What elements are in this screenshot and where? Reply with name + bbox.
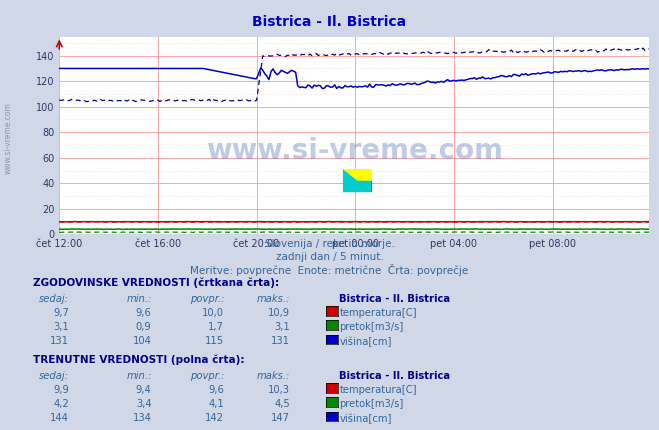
Text: Bistrica - Il. Bistrica: Bistrica - Il. Bistrica [252,15,407,29]
Text: 0,9: 0,9 [136,322,152,332]
Text: 4,1: 4,1 [208,399,224,409]
Text: zadnji dan / 5 minut.: zadnji dan / 5 minut. [275,252,384,261]
Text: Bistrica - Il. Bistrica: Bistrica - Il. Bistrica [339,294,451,304]
Text: 131: 131 [271,336,290,346]
Polygon shape [343,169,372,181]
Text: 104: 104 [132,336,152,346]
Text: maks.:: maks.: [256,371,290,381]
Text: 1,7: 1,7 [208,322,224,332]
Text: min.:: min.: [126,294,152,304]
Bar [357,169,372,181]
Bar [343,181,357,192]
Text: maks.:: maks.: [256,294,290,304]
Text: TRENUTNE VREDNOSTI (polna črta):: TRENUTNE VREDNOSTI (polna črta): [33,354,244,365]
Text: min.:: min.: [126,371,152,381]
Text: 3,1: 3,1 [274,322,290,332]
Text: Meritve: povprečne  Enote: metrične  Črta: povprečje: Meritve: povprečne Enote: metrične Črta:… [190,264,469,276]
Text: 9,6: 9,6 [208,385,224,395]
Text: 10,0: 10,0 [202,308,224,318]
Text: 134: 134 [132,413,152,423]
Text: 4,2: 4,2 [53,399,69,409]
Text: 9,7: 9,7 [53,308,69,318]
Text: 147: 147 [271,413,290,423]
Text: 9,4: 9,4 [136,385,152,395]
Text: 144: 144 [50,413,69,423]
Text: www.si-vreme.com: www.si-vreme.com [4,101,13,174]
Text: 142: 142 [205,413,224,423]
Text: 115: 115 [205,336,224,346]
Polygon shape [357,181,372,192]
Text: 10,3: 10,3 [268,385,290,395]
Text: www.si-vreme.com: www.si-vreme.com [206,137,503,165]
Text: temperatura[C]: temperatura[C] [339,308,417,318]
Text: 4,5: 4,5 [274,399,290,409]
Text: sedaj:: sedaj: [39,371,69,381]
Text: 10,9: 10,9 [268,308,290,318]
Text: temperatura[C]: temperatura[C] [339,385,417,395]
Text: 131: 131 [50,336,69,346]
Text: 9,6: 9,6 [136,308,152,318]
Text: višina[cm]: višina[cm] [339,413,391,424]
Text: pretok[m3/s]: pretok[m3/s] [339,399,403,409]
Text: povpr.:: povpr.: [190,294,224,304]
Text: sedaj:: sedaj: [39,294,69,304]
Text: Slovenija / reke in morje.: Slovenija / reke in morje. [264,239,395,249]
Text: Bistrica - Il. Bistrica: Bistrica - Il. Bistrica [339,371,451,381]
Text: višina[cm]: višina[cm] [339,336,391,347]
Bar [357,181,372,192]
Text: 3,4: 3,4 [136,399,152,409]
Polygon shape [343,169,372,192]
Text: povpr.:: povpr.: [190,371,224,381]
Text: ZGODOVINSKE VREDNOSTI (črtkana črta):: ZGODOVINSKE VREDNOSTI (črtkana črta): [33,277,279,288]
Bar [343,169,357,181]
Text: 3,1: 3,1 [53,322,69,332]
Text: 9,9: 9,9 [53,385,69,395]
Text: pretok[m3/s]: pretok[m3/s] [339,322,403,332]
